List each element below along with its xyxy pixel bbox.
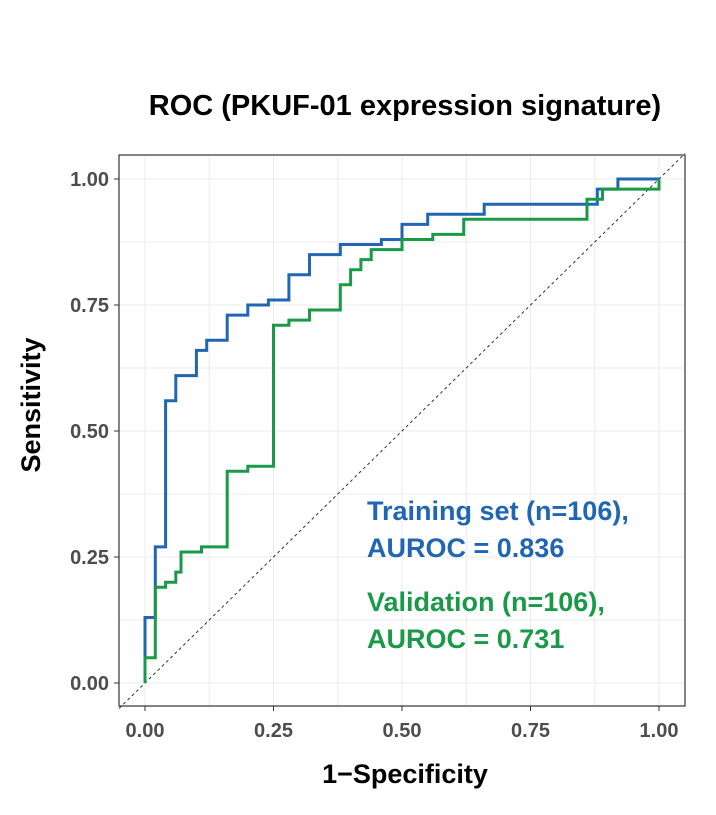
training-legend-line2: AUROC = 0.836 (367, 533, 564, 563)
roc-curve-validation (143, 179, 661, 683)
y-tick-label: 1.00 (70, 169, 109, 191)
x-tick-label: 1.00 (640, 720, 679, 742)
x-tick-label: 0.25 (254, 720, 293, 742)
x-axis-title: 1−Specificity (322, 759, 488, 789)
x-axis-ticks: 0.00 0.25 0.50 0.75 1.00 (126, 706, 679, 742)
validation-legend-line2: AUROC = 0.731 (367, 624, 564, 654)
roc-curves (143, 177, 661, 683)
x-tick-label: 0.00 (126, 720, 165, 742)
validation-legend-line1: Validation (n=106), (367, 587, 605, 617)
grid-lines (119, 155, 685, 706)
y-tick-label: 0.00 (70, 673, 109, 695)
y-axis-title: Sensitivity (16, 337, 46, 472)
roc-curve-training (143, 177, 661, 683)
y-axis-ticks: 0.00 0.25 0.50 0.75 1.00 (70, 169, 119, 695)
diagonal-reference-line (118, 153, 686, 709)
training-legend-line1: Training set (n=106), (367, 496, 629, 526)
y-tick-label: 0.50 (70, 421, 109, 443)
x-tick-label: 0.50 (383, 720, 422, 742)
y-tick-label: 0.75 (70, 295, 109, 317)
x-tick-label: 0.75 (511, 720, 550, 742)
y-tick-label: 0.25 (70, 547, 109, 569)
chart-title: ROC (PKUF-01 expression signature) (149, 90, 661, 122)
